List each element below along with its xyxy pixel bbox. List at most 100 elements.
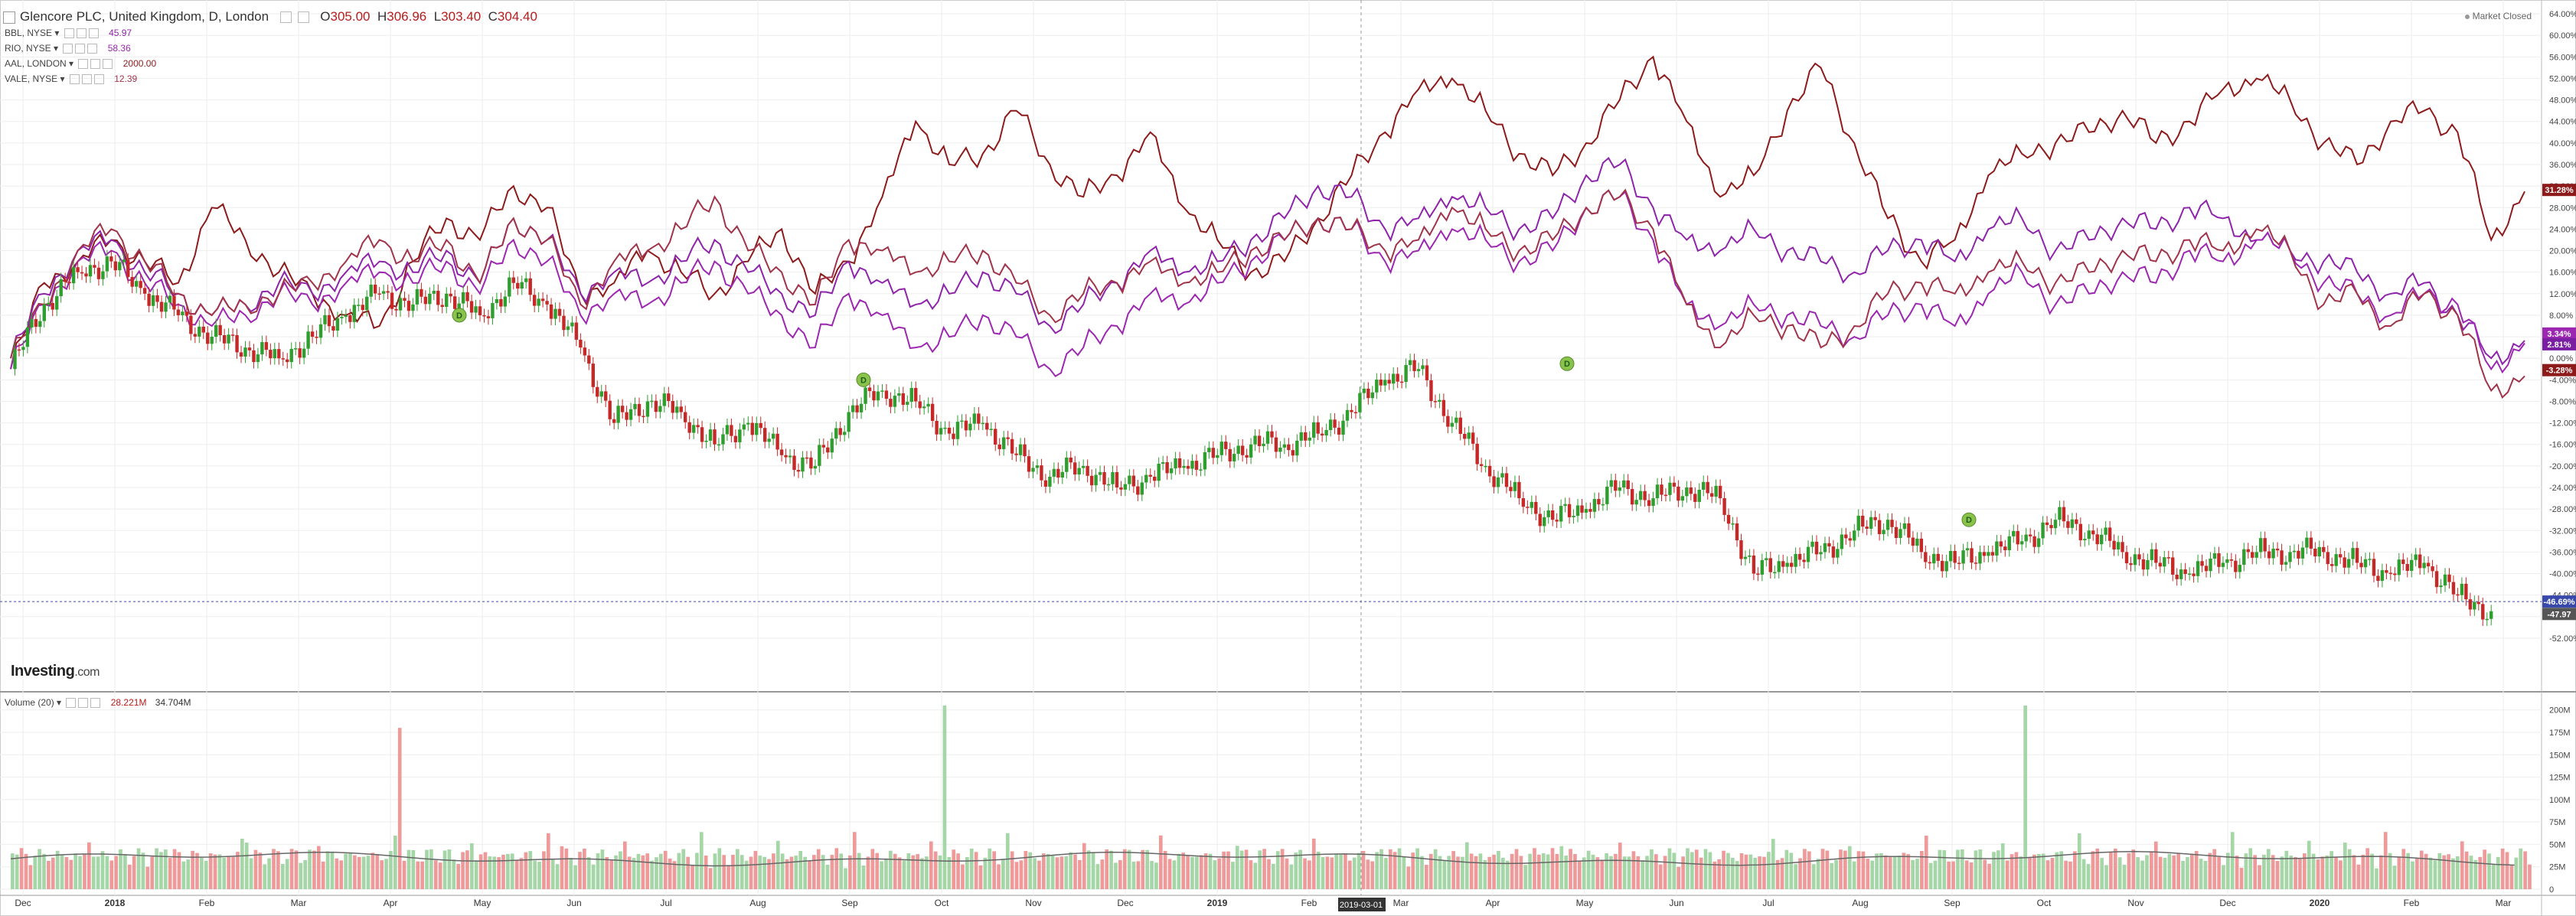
visibility-icon[interactable] (90, 59, 101, 70)
x-tick-label: Oct (2037, 898, 2052, 908)
settings-icon[interactable] (63, 44, 73, 54)
volume-bar (893, 853, 897, 889)
candle (955, 422, 960, 439)
volume-bar (1559, 846, 1564, 889)
volume-bar (330, 851, 335, 889)
volume-bar (2041, 853, 2045, 889)
compare-item-rio[interactable]: RIO, NYSE ▾ 58.36 (5, 43, 131, 54)
volume-bar (2122, 864, 2127, 889)
candle (227, 334, 230, 344)
candle (1677, 486, 1680, 501)
volume-bar (1861, 851, 1866, 889)
candle (277, 349, 281, 359)
volume-bar (384, 859, 388, 889)
volume-bar (2442, 855, 2447, 889)
remove-icon[interactable] (88, 28, 99, 39)
candle (545, 301, 549, 305)
volume-bar (578, 852, 582, 889)
candle (1421, 365, 1425, 370)
candle (2229, 559, 2234, 561)
volume-bar (2036, 853, 2041, 889)
volume-bar (1366, 859, 1370, 889)
volume-bar (1645, 856, 1649, 889)
volume-bar (1424, 865, 1428, 889)
visibility-icon[interactable] (78, 698, 89, 709)
collapse-icon[interactable] (3, 11, 15, 24)
volume-bar (555, 864, 560, 889)
volume-bar (1208, 853, 1213, 889)
volume-bar (1892, 856, 1897, 889)
volume-bar (1641, 860, 1645, 889)
volume-bar (2487, 853, 2491, 889)
settings-icon[interactable] (64, 28, 74, 39)
remove-icon[interactable] (103, 59, 113, 70)
volume-bar (263, 864, 267, 889)
candle (1714, 485, 1718, 497)
x-tick-label: 2020 (2310, 898, 2330, 908)
x-tick-label: Mar (291, 898, 307, 908)
candle (746, 422, 750, 425)
y-tick-label: 40.00% (2549, 139, 2576, 148)
y-tick-label: -32.00% (2549, 526, 2576, 536)
volume-bar (1546, 854, 1550, 889)
volume-bar (492, 856, 497, 889)
visibility-icon[interactable] (75, 44, 86, 54)
remove-icon[interactable] (93, 74, 104, 85)
volume-bar (2428, 857, 2433, 889)
compare-item-bbl[interactable]: BBL, NYSE ▾ 45.97 (5, 28, 132, 39)
visibility-icon[interactable] (76, 28, 87, 39)
volume-bar (2437, 852, 2442, 889)
candle (2322, 546, 2326, 553)
volume-bar (344, 853, 348, 889)
candle (1789, 562, 1794, 567)
volume-bar (2356, 864, 2361, 889)
candle (1006, 437, 1010, 439)
candle (2062, 507, 2066, 522)
compare-item-vale[interactable]: VALE, NYSE ▾ 12.39 (5, 73, 138, 85)
candle (2238, 565, 2242, 572)
volume-bar (2158, 856, 2163, 889)
volume-header[interactable]: Volume (20) ▾ 28.221M 34.704M (5, 697, 191, 709)
volume-bar (1856, 851, 1861, 889)
candle (1978, 552, 1982, 564)
volume-bar (1316, 851, 1321, 889)
volume-ma-line (10, 851, 2515, 867)
compare-item-aal[interactable]: AAL, LONDON ▾ 2000.00 (5, 58, 157, 70)
x-tick-label: Jun (566, 898, 581, 908)
candle (67, 282, 71, 284)
candle (1350, 409, 1353, 412)
volume-bar (821, 855, 825, 889)
volume-bar (2113, 848, 2117, 889)
volume-bar (2464, 851, 2469, 889)
volume-bar (2194, 850, 2199, 889)
volume-bar (78, 856, 82, 889)
x-tick-label: Jul (1762, 898, 1774, 908)
candle (1601, 504, 1605, 506)
candle (1161, 462, 1165, 464)
settings-icon[interactable] (66, 698, 77, 709)
candle (1069, 457, 1073, 463)
remove-icon[interactable] (90, 698, 101, 709)
settings-icon[interactable] (78, 59, 89, 70)
volume-bar (1226, 851, 1230, 889)
visibility-icon[interactable] (297, 11, 309, 24)
volume-bar (33, 856, 38, 889)
volume-bar (902, 860, 906, 889)
x-tick-label: Oct (935, 898, 949, 908)
volume-bar (2189, 853, 2194, 889)
candle (1265, 431, 1270, 444)
volume-bar (456, 863, 461, 889)
volume-bar (2500, 848, 2505, 889)
candle (1216, 455, 1219, 458)
volume-bar (114, 856, 118, 889)
settings-icon[interactable] (279, 11, 292, 24)
candle (2041, 522, 2045, 539)
remove-icon[interactable] (87, 44, 98, 54)
candle (591, 363, 595, 387)
settings-icon[interactable] (69, 74, 80, 85)
candle (1668, 482, 1672, 495)
visibility-icon[interactable] (81, 74, 92, 85)
candle (1861, 515, 1865, 527)
